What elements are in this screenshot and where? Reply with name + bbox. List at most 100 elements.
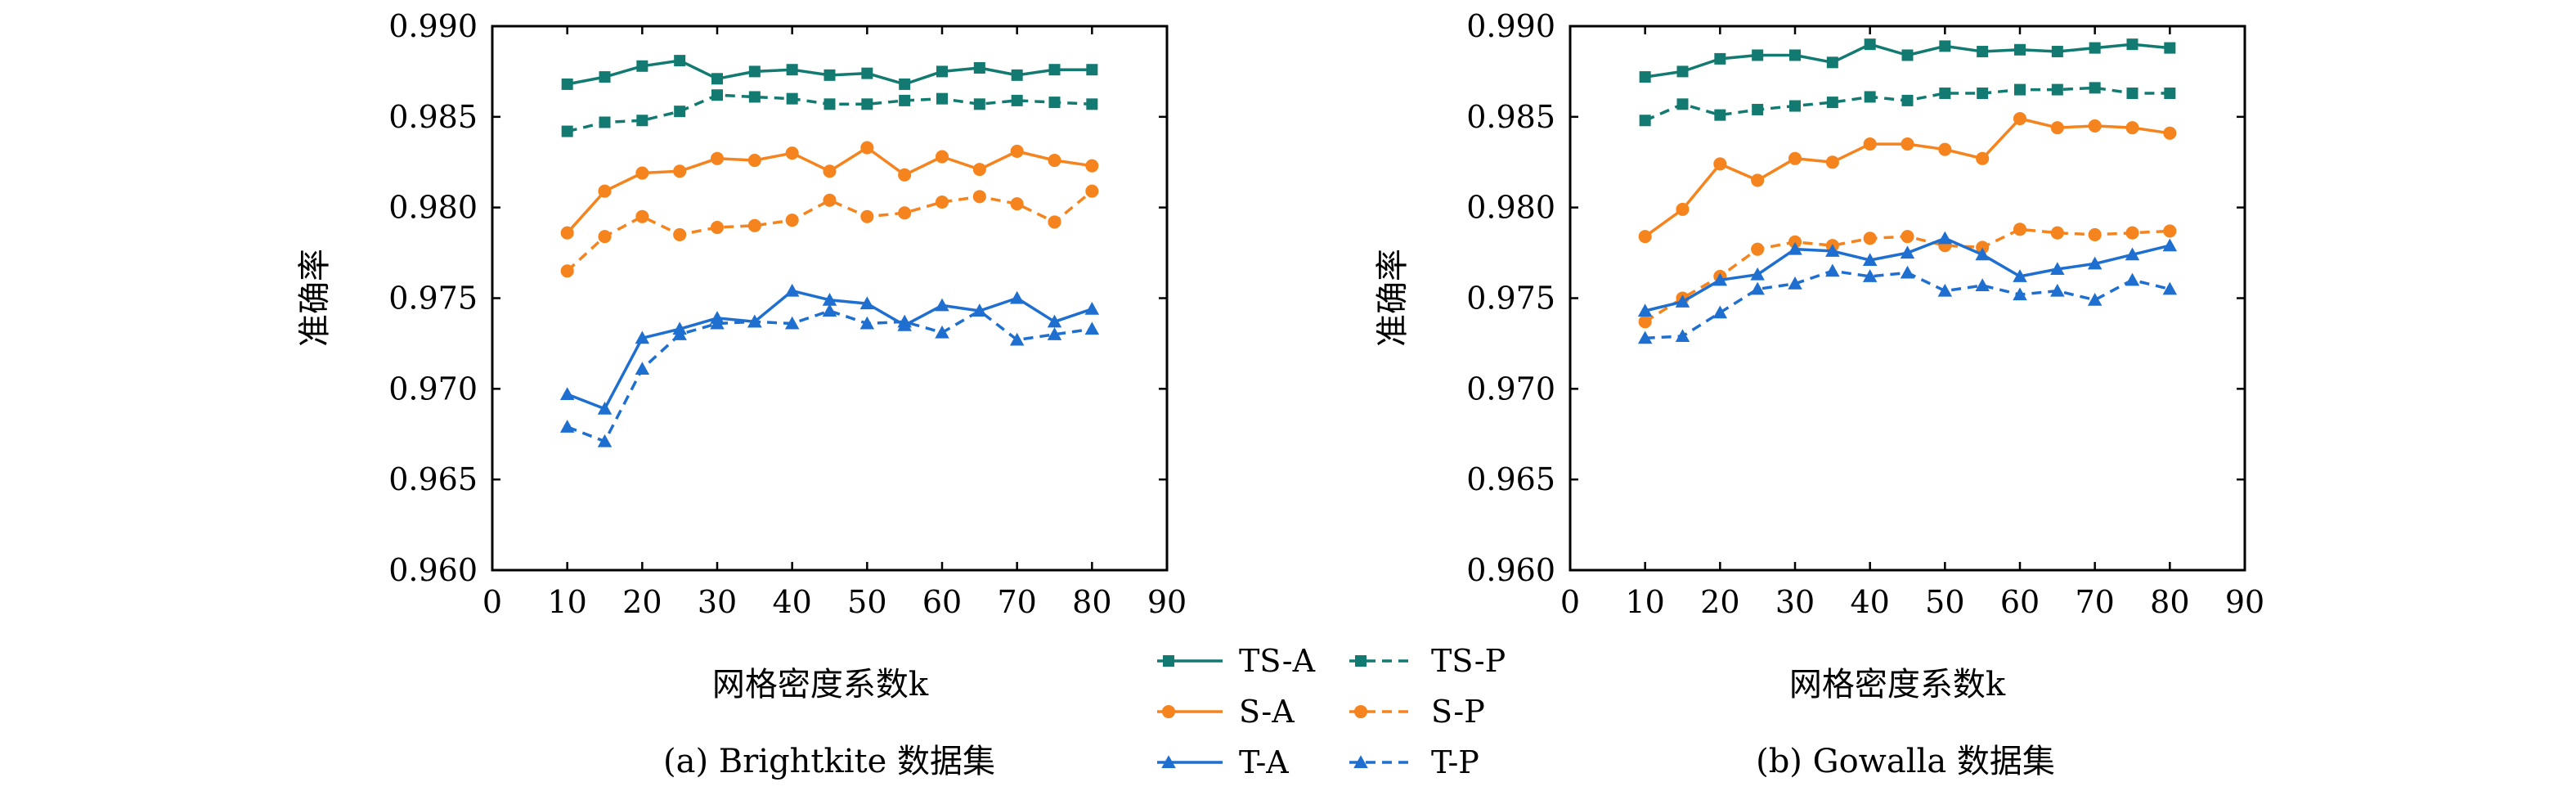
data-point (559, 420, 575, 433)
series-s-a (1638, 112, 2177, 244)
y-tick-label: 0.975 (388, 281, 478, 317)
legend-label: T-P (1431, 744, 1479, 780)
legend-label: S-P (1431, 694, 1485, 730)
data-point (1048, 215, 1061, 229)
legend-entry-ts-a: TS-A (1157, 643, 1316, 679)
data-point (899, 78, 911, 90)
data-point (710, 316, 725, 330)
data-point (747, 218, 761, 232)
data-point (786, 64, 798, 76)
data-point (972, 190, 986, 204)
data-point (1084, 321, 1100, 335)
data-point (785, 213, 799, 227)
data-point (2125, 247, 2140, 261)
x-tick-label: 90 (1147, 584, 1187, 620)
data-point (2014, 43, 2026, 56)
data-point (710, 151, 725, 165)
data-point (1901, 49, 1914, 61)
y-axis-label: 准确率 (296, 249, 334, 347)
data-point (710, 221, 725, 235)
y-tick-label: 0.970 (1466, 371, 1555, 407)
data-point (561, 78, 573, 90)
x-axis-label: 网格密度系数k (1789, 666, 2006, 703)
data-point (1637, 303, 1653, 317)
legend-entry-t-a: T-A (1157, 744, 1289, 780)
data-point (599, 116, 611, 128)
panel-caption: (b) Gowalla 数据集 (1756, 743, 2055, 780)
data-point (784, 283, 800, 297)
data-point (1864, 91, 1876, 103)
data-point (2088, 119, 2102, 133)
data-point (1751, 173, 1765, 187)
data-point (2050, 262, 2065, 276)
data-point (2164, 88, 2176, 100)
data-point (1900, 245, 1915, 259)
data-point (2163, 224, 2177, 238)
y-tick-label: 0.985 (388, 99, 478, 135)
x-axis-label: 网格密度系数k (712, 666, 929, 703)
data-point (1977, 88, 1989, 100)
data-point (2126, 38, 2138, 51)
data-point (823, 193, 837, 207)
data-point (2050, 121, 2064, 135)
data-point (2125, 121, 2139, 135)
data-point (822, 303, 837, 317)
data-point (1714, 52, 1726, 65)
data-point (860, 209, 874, 223)
data-point (824, 69, 836, 81)
y-tick-label: 0.960 (388, 552, 478, 588)
data-point (1975, 247, 1990, 261)
data-point (1011, 94, 1023, 106)
data-point (2164, 42, 2176, 54)
legend-label: T-A (1239, 744, 1289, 780)
data-point (1862, 253, 1878, 266)
data-point (1751, 242, 1765, 256)
series-ts-p (561, 89, 1098, 137)
data-point (973, 98, 985, 110)
data-point (2013, 222, 2027, 236)
data-point (561, 125, 573, 137)
data-point (859, 296, 875, 310)
y-tick-label: 0.980 (388, 190, 478, 226)
data-point (1086, 64, 1098, 76)
x-tick-label: 10 (1625, 584, 1664, 620)
data-point (785, 146, 799, 160)
data-point (560, 264, 574, 278)
y-tick-label: 0.990 (1466, 8, 1555, 44)
data-point (784, 316, 800, 330)
y-tick-label: 0.985 (1466, 99, 1555, 135)
data-point (1901, 94, 1914, 106)
data-point (1788, 241, 1802, 255)
data-point (1010, 144, 1024, 158)
series-t-a (559, 283, 1100, 415)
data-point (1085, 159, 1099, 173)
plot-area-frame (1568, 25, 2246, 572)
data-point (936, 65, 948, 78)
data-point (1939, 88, 1951, 100)
legend-marker (1161, 755, 1176, 768)
legend-label: TS-A (1239, 643, 1316, 679)
data-point (824, 98, 836, 110)
data-point (897, 314, 912, 328)
data-point (1976, 240, 1990, 254)
data-point (598, 230, 612, 244)
series-ts-a (1639, 38, 2176, 83)
x-tick-label: 50 (1925, 584, 1964, 620)
data-point (1975, 278, 1990, 291)
data-point (899, 94, 911, 106)
series-line-s-a (1644, 117, 2170, 238)
x-tick-label: 30 (1775, 584, 1815, 620)
data-point (1825, 263, 1840, 277)
data-point (2051, 46, 2063, 58)
data-point (2013, 112, 2027, 126)
data-point (823, 164, 837, 178)
x-tick-label: 20 (622, 584, 662, 620)
series-s-p (560, 184, 1099, 278)
data-point (672, 327, 687, 340)
data-point (597, 401, 613, 415)
data-point (1676, 98, 1689, 110)
data-point (2163, 126, 2177, 140)
x-tick-label: 40 (772, 584, 811, 620)
data-point (1788, 235, 1802, 249)
data-point (597, 434, 613, 447)
